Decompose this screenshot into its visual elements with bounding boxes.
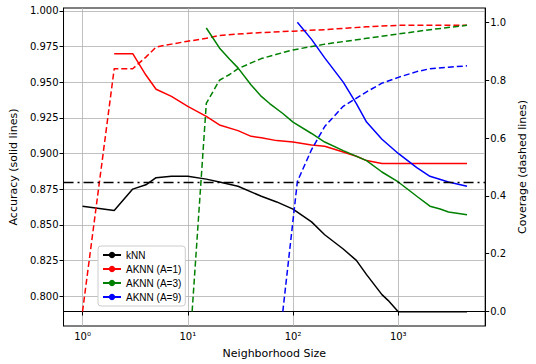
svg-text:1.000: 1.000 (30, 5, 59, 16)
svg-text:0.875: 0.875 (30, 184, 59, 195)
svg-text:0.975: 0.975 (30, 41, 59, 52)
svg-text:0.925: 0.925 (30, 112, 59, 123)
svg-text:AKNN (A=3): AKNN (A=3) (126, 278, 181, 289)
svg-text:AKNN (A=1): AKNN (A=1) (126, 264, 181, 275)
svg-text:0.8: 0.8 (490, 75, 506, 86)
svg-text:0.825: 0.825 (30, 255, 59, 266)
svg-text:AKNN (A=9): AKNN (A=9) (126, 292, 181, 303)
svg-text:0.2: 0.2 (490, 248, 506, 259)
svg-text:10¹: 10¹ (179, 331, 196, 342)
svg-text:kNN: kNN (126, 250, 145, 261)
svg-text:0.900: 0.900 (30, 148, 59, 159)
svg-text:Neighborhood Size: Neighborhood Size (223, 347, 327, 360)
svg-text:Accuracy (solid lines): Accuracy (solid lines) (7, 109, 20, 226)
svg-text:1.0: 1.0 (490, 17, 506, 28)
svg-text:10²: 10² (285, 331, 302, 342)
svg-text:0.850: 0.850 (30, 219, 59, 230)
svg-text:0.800: 0.800 (30, 291, 59, 302)
svg-text:0.6: 0.6 (490, 133, 506, 144)
svg-text:0.4: 0.4 (490, 190, 506, 201)
svg-text:Coverage (dashed lines): Coverage (dashed lines) (516, 100, 529, 234)
svg-text:0.0: 0.0 (490, 306, 506, 317)
svg-text:0.950: 0.950 (30, 77, 59, 88)
svg-text:10³: 10³ (390, 331, 407, 342)
svg-text:10⁰: 10⁰ (74, 331, 91, 342)
